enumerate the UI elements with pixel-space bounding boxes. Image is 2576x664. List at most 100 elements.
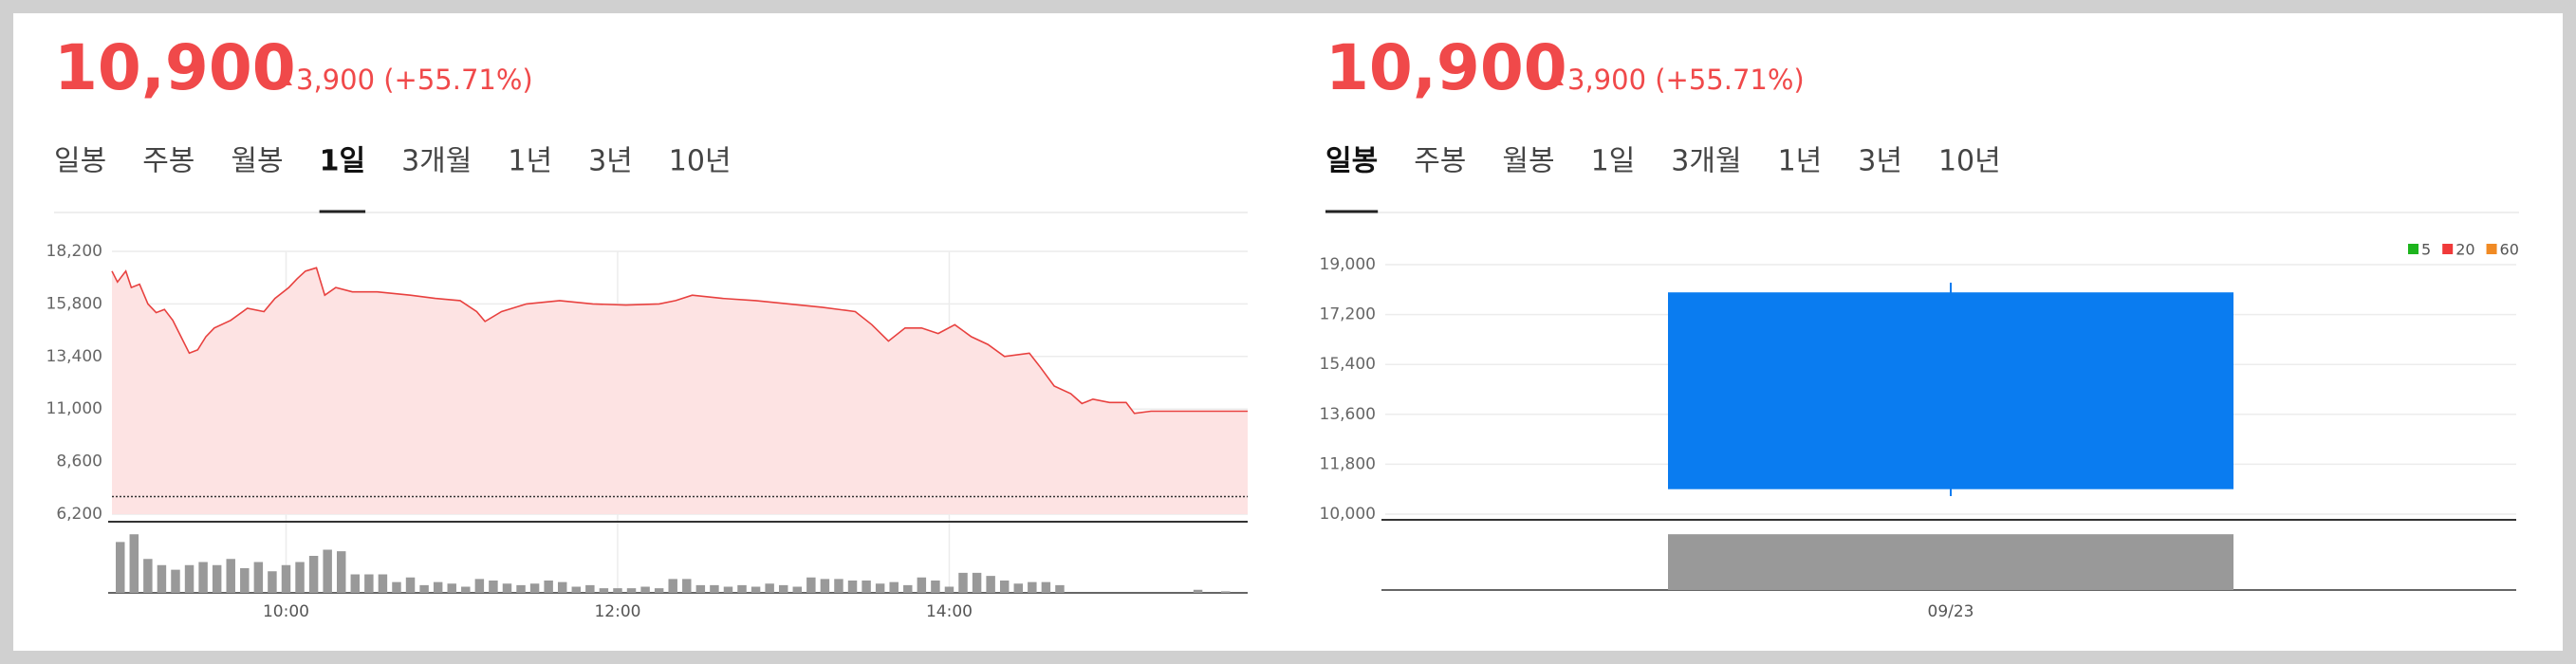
volume-bar: [917, 577, 927, 593]
volume-bar: [364, 574, 374, 593]
volume-bar: [184, 564, 195, 593]
volume-bar: [737, 584, 747, 593]
y-tick-label: 11,800: [1320, 454, 1376, 473]
volume-bar: [378, 574, 388, 593]
volume-bar: [1013, 583, 1024, 593]
legend-label: 20: [2456, 241, 2474, 259]
volume-bar: [778, 584, 788, 593]
price-line: [111, 267, 1248, 415]
volume-bar: [405, 577, 416, 593]
period-tab[interactable]: 월봉: [1502, 145, 1554, 178]
period-tab[interactable]: 1년: [1778, 145, 1823, 178]
price: 10,900: [1325, 31, 1567, 104]
volume-bar: [516, 584, 526, 593]
y-tick-label: 13,400: [46, 347, 102, 366]
volume-bar: [212, 564, 222, 593]
y-tick-label: 15,400: [1320, 355, 1376, 374]
x-tick-label: 12:00: [594, 602, 640, 621]
volume-bar: [903, 584, 913, 593]
volume-bar: [999, 581, 1010, 593]
price-area: [112, 267, 1248, 514]
y-tick-label: 17,200: [1320, 305, 1376, 324]
volume-bar: [682, 579, 692, 593]
volume-bar: [392, 581, 401, 593]
volume-bar: [198, 562, 208, 593]
period-tab[interactable]: 월봉: [231, 145, 283, 178]
period-tab[interactable]: 1일: [320, 145, 365, 178]
period-tab[interactable]: 일봉: [1325, 145, 1378, 178]
volume-bar: [806, 577, 816, 593]
y-tick-label: 11,000: [46, 399, 102, 418]
volume-bar: [461, 586, 471, 593]
volume-bar: [295, 562, 305, 593]
y-tick-label: 6,200: [56, 505, 102, 524]
volume-bar: [281, 564, 291, 593]
legend-label: 5: [2421, 241, 2431, 259]
legend-swatch: [2486, 244, 2497, 254]
volume-bar: [502, 583, 512, 593]
volume-bar: [240, 568, 250, 593]
volume-bar: [226, 559, 235, 593]
legend-swatch: [2442, 244, 2454, 254]
volume-bar: [751, 586, 761, 593]
volume-bar: [171, 569, 180, 593]
volume-bar: [668, 579, 677, 593]
volume-bar: [489, 581, 498, 593]
period-tab[interactable]: 3개월: [401, 145, 472, 178]
volume-bar: [654, 588, 664, 593]
volume-bar: [944, 586, 954, 593]
volume-bar: [972, 572, 982, 593]
volume-bar: [862, 581, 871, 593]
volume-bar: [958, 572, 968, 593]
volume-bar: [447, 583, 456, 593]
candle-body: [1668, 292, 2233, 489]
price-change: 3,900 (+55.71%): [1567, 64, 1805, 96]
volume-bar: [792, 586, 803, 593]
volume-bar: [544, 581, 553, 593]
volume-bar: [157, 564, 167, 593]
volume-bar: [253, 562, 264, 593]
volume-bar: [1028, 581, 1037, 593]
volume-bar: [931, 581, 940, 593]
period-tab[interactable]: 일봉: [54, 145, 106, 178]
up-arrow: [277, 75, 292, 85]
period-tab[interactable]: 10년: [669, 145, 732, 178]
volume-bar: [350, 574, 361, 593]
volume-bar: [268, 571, 277, 593]
volume-bar: [613, 588, 622, 593]
period-tab[interactable]: 1일: [1591, 145, 1636, 178]
volume-bar: [834, 579, 843, 593]
volume-bar: [820, 579, 830, 593]
volume-bar: [116, 542, 125, 593]
volume-bar: [723, 586, 733, 593]
period-tab[interactable]: 10년: [1938, 145, 2001, 178]
price: 10,900: [54, 31, 296, 104]
volume-bar: [1041, 581, 1051, 593]
volume-bar: [765, 583, 774, 593]
y-tick-label: 18,200: [46, 242, 102, 261]
period-tab[interactable]: 3개월: [1671, 145, 1741, 178]
period-tab[interactable]: 주봉: [1414, 145, 1466, 178]
volume-bar: [695, 584, 706, 593]
volume-bar: [585, 584, 595, 593]
volume-bar: [571, 586, 582, 593]
legend-label: 60: [2500, 241, 2519, 259]
volume-bar: [529, 583, 540, 593]
volume-bar: [847, 581, 858, 593]
x-tick-label: 09/23: [1928, 602, 1974, 621]
y-tick-label: 19,000: [1320, 255, 1376, 274]
period-tab[interactable]: 주봉: [142, 145, 195, 178]
x-tick-label: 14:00: [926, 602, 973, 621]
volume-bar: [710, 584, 719, 593]
period-tab[interactable]: 3년: [588, 145, 633, 178]
volume-bar: [323, 549, 332, 593]
period-tab[interactable]: 1년: [508, 145, 552, 178]
volume-bar: [1055, 584, 1065, 593]
volume-bar: [308, 556, 319, 593]
legend-swatch: [2408, 244, 2418, 254]
y-tick-label: 8,600: [56, 452, 102, 471]
volume-bar: [336, 551, 346, 593]
volume-bar: [474, 579, 485, 593]
period-tab[interactable]: 3년: [1858, 145, 1902, 178]
